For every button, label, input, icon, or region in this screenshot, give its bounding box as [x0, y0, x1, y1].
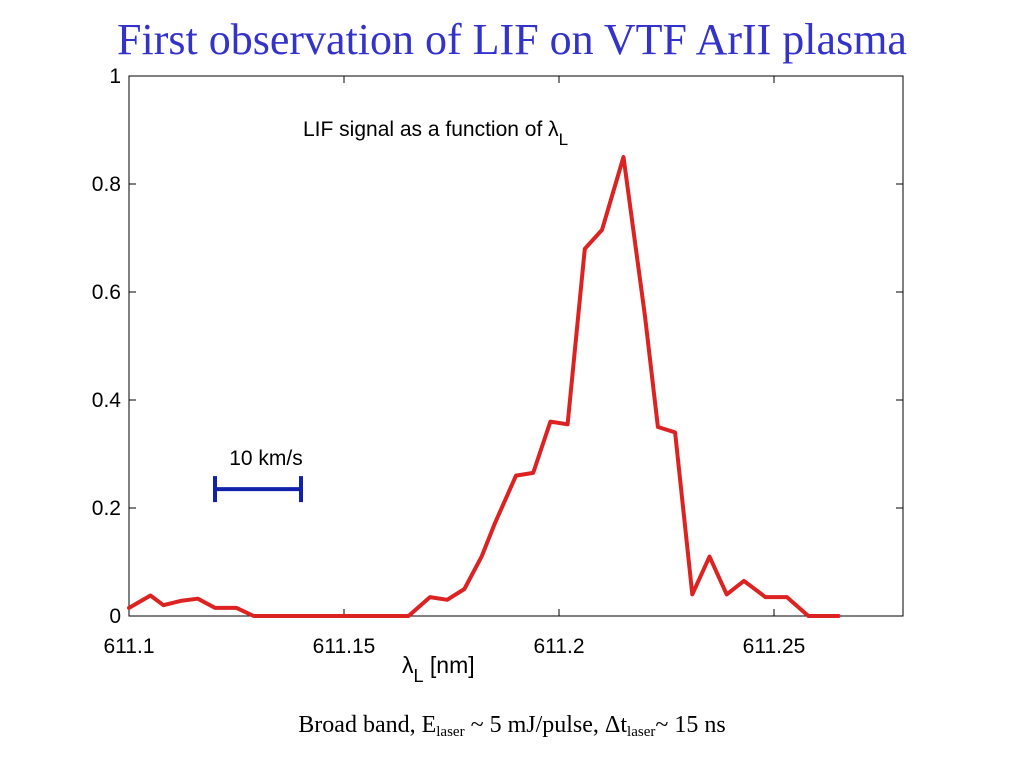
data-point [494, 523, 495, 525]
data-point [386, 615, 388, 617]
caption-part1: Broad band, E [298, 712, 437, 738]
x-tick-label: 611.15 [313, 635, 376, 658]
data-point [786, 596, 788, 598]
data-point [584, 248, 586, 250]
caption-delta: Δt [604, 712, 628, 738]
data-point [838, 615, 839, 617]
x-axis-label: λL [nm] [402, 652, 475, 686]
data-point [162, 604, 164, 606]
data-point [429, 596, 431, 598]
data-point [532, 472, 534, 474]
data-point [481, 556, 483, 558]
data-point [644, 315, 646, 317]
data-point [674, 431, 676, 433]
annotations: LIF signal as a function of λL λL [nm] 10 … [213, 118, 568, 686]
caption-sub2: laser [627, 724, 656, 740]
data-point [322, 615, 323, 617]
data-point [128, 607, 130, 609]
data-point [300, 615, 302, 617]
data-point [515, 475, 517, 477]
data-point [549, 421, 551, 423]
chart-title: LIF signal as a function of λL [303, 118, 568, 149]
y-tick-label: 0.4 [92, 389, 122, 412]
data-point [343, 615, 345, 617]
data-point [601, 229, 603, 231]
y-tick-label: 0.2 [92, 497, 121, 520]
data-point [764, 596, 766, 598]
x-tick-label: 611.1 [104, 635, 155, 658]
caption: Broad band, Elaser ~ 5 mJ/pulse, Δtlaser… [0, 712, 1024, 740]
y-tick-label: 0 [109, 605, 121, 628]
data-point [567, 423, 569, 425]
caption-part2: ~ 5 mJ/pulse, [464, 712, 605, 738]
data-point [623, 156, 624, 158]
data-point [726, 593, 728, 595]
data-point [197, 598, 199, 600]
data-point [743, 580, 745, 582]
data-point [180, 600, 182, 602]
slide-title: First observation of LIF on VTF ArII pla… [117, 15, 907, 64]
tick-labels: 0 0.2 0.4 0.6 0.8 1 611.1 611.15 611.2 611.25 [92, 65, 806, 658]
x-tick-label: 611.25 [743, 635, 806, 658]
data-point [446, 599, 448, 601]
plot-frame [128, 75, 904, 617]
tick-marks [128, 75, 903, 617]
caption-part3: ~ 15 ns [655, 712, 726, 738]
data-point [691, 593, 693, 595]
lif-signal-line [127, 155, 841, 618]
data-point [463, 588, 465, 590]
data-point [709, 556, 710, 558]
data-point [365, 615, 366, 617]
data-point [214, 607, 216, 609]
data-point [657, 426, 659, 428]
data-point [253, 615, 255, 617]
y-tick-label: 0.6 [92, 281, 121, 304]
data-point [150, 595, 151, 596]
axes [128, 75, 904, 617]
scale-bar-label: 10 km/s [229, 447, 303, 470]
y-tick-label: 1 [109, 65, 121, 88]
data-series [127, 155, 841, 618]
x-tick-label: 611.2 [534, 635, 585, 658]
data-point [807, 615, 809, 617]
y-tick-label: 0.8 [92, 173, 121, 196]
data-point [408, 615, 409, 617]
data-point [279, 615, 280, 617]
caption-sub1: laser [436, 724, 465, 740]
data-point [236, 607, 237, 609]
